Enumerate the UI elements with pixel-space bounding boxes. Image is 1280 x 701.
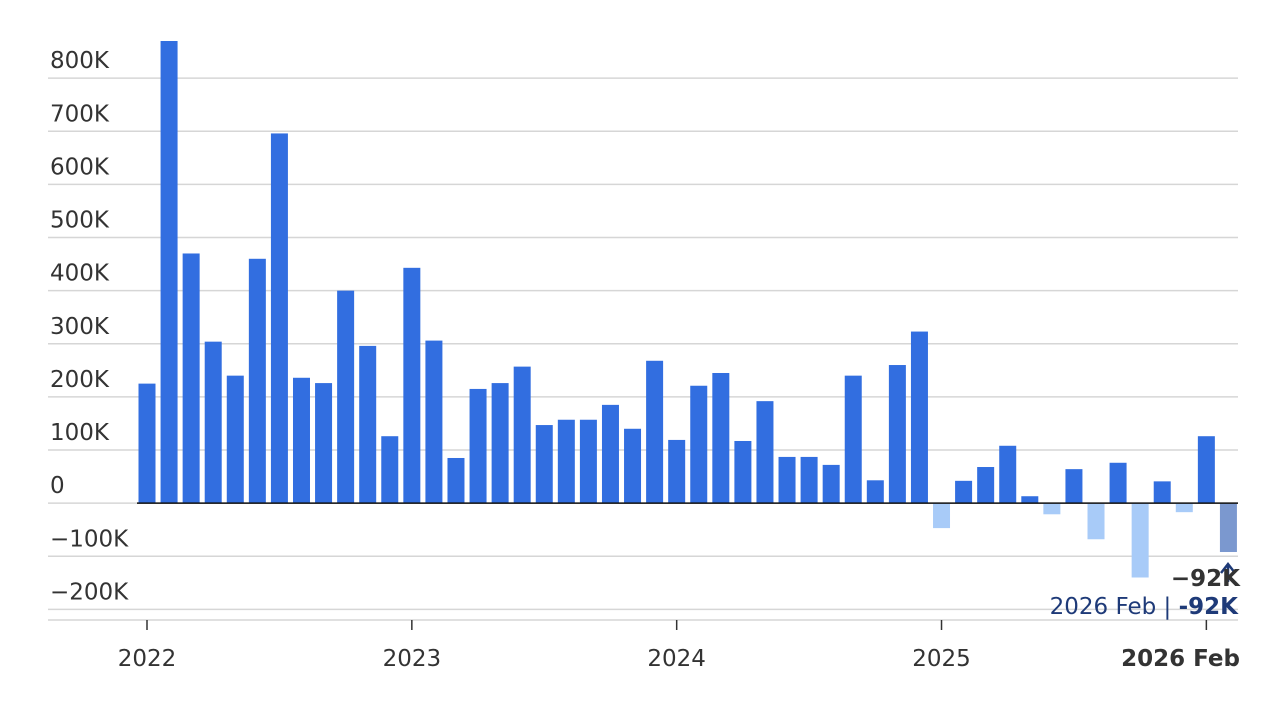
bar: [1021, 496, 1039, 504]
bar: [1043, 503, 1061, 515]
bar: [1197, 436, 1215, 504]
bar: [579, 419, 597, 504]
y-tick-label: −100K: [50, 526, 129, 552]
x-tick-label: 2022: [118, 646, 177, 672]
bar: [690, 385, 708, 504]
bar: [888, 365, 906, 504]
caption-value: -92K: [1179, 594, 1240, 620]
y-tick-label: 100K: [50, 420, 110, 446]
bar: [469, 388, 487, 504]
bar: [778, 456, 796, 504]
bar: [822, 464, 840, 504]
bar: [403, 267, 421, 504]
bar: [425, 340, 443, 504]
bar: [447, 457, 465, 504]
bar: [337, 290, 355, 504]
y-tick-label: 300K: [50, 314, 110, 340]
y-tick-label: 500K: [50, 208, 110, 234]
bar: [999, 445, 1017, 504]
annotation-value: −92K: [1171, 566, 1241, 592]
bar: [624, 428, 642, 504]
bar: [182, 253, 200, 504]
y-tick-label: 600K: [50, 154, 110, 180]
bar: [1065, 469, 1083, 504]
bar: [910, 331, 928, 504]
bar: [933, 503, 951, 529]
bar: [1109, 462, 1127, 504]
y-tick-label: 0: [50, 473, 65, 499]
bar: [513, 366, 531, 504]
annotation-caption: 2026 Feb | -92K: [1050, 594, 1240, 620]
bar: [668, 439, 686, 504]
y-tick-label: 400K: [50, 261, 110, 287]
bar: [734, 440, 752, 504]
bar: [204, 341, 222, 504]
bar: [138, 383, 156, 504]
y-tick-label: 800K: [50, 48, 110, 74]
y-tick-label: −200K: [50, 579, 129, 605]
caption-date: 2026 Feb: [1050, 594, 1157, 620]
bar: [292, 377, 310, 504]
bar: [248, 258, 266, 504]
bar: [866, 480, 884, 504]
bar: [712, 372, 730, 504]
bar: [1175, 503, 1193, 513]
y-tick-label: 200K: [50, 367, 110, 393]
bar: [160, 41, 178, 504]
bar: [955, 480, 973, 504]
bar: [226, 375, 244, 504]
bar: [535, 425, 553, 504]
bar: [1153, 481, 1171, 504]
bar: [844, 375, 862, 504]
bar: [1131, 503, 1149, 578]
bar: [557, 419, 575, 504]
x-tick-label: 2025: [912, 646, 971, 672]
bar: [977, 467, 995, 504]
y-tick-label: 700K: [50, 101, 110, 127]
bar: [800, 456, 818, 504]
bar: [601, 404, 619, 504]
bar: [315, 383, 333, 504]
bar: [756, 401, 774, 504]
bar: [1219, 503, 1237, 553]
caption-separator: |: [1164, 594, 1172, 620]
x-tick-label: 2026 Feb: [1121, 646, 1240, 672]
x-tick-label: 2024: [647, 646, 706, 672]
bar: [381, 436, 399, 504]
bar: [646, 360, 664, 504]
bar: [270, 133, 288, 504]
bar: [491, 383, 509, 504]
bar: [1087, 503, 1105, 540]
annotation-arrowhead: [1220, 561, 1236, 574]
x-tick-label: 2023: [383, 646, 442, 672]
bar: [359, 345, 377, 504]
